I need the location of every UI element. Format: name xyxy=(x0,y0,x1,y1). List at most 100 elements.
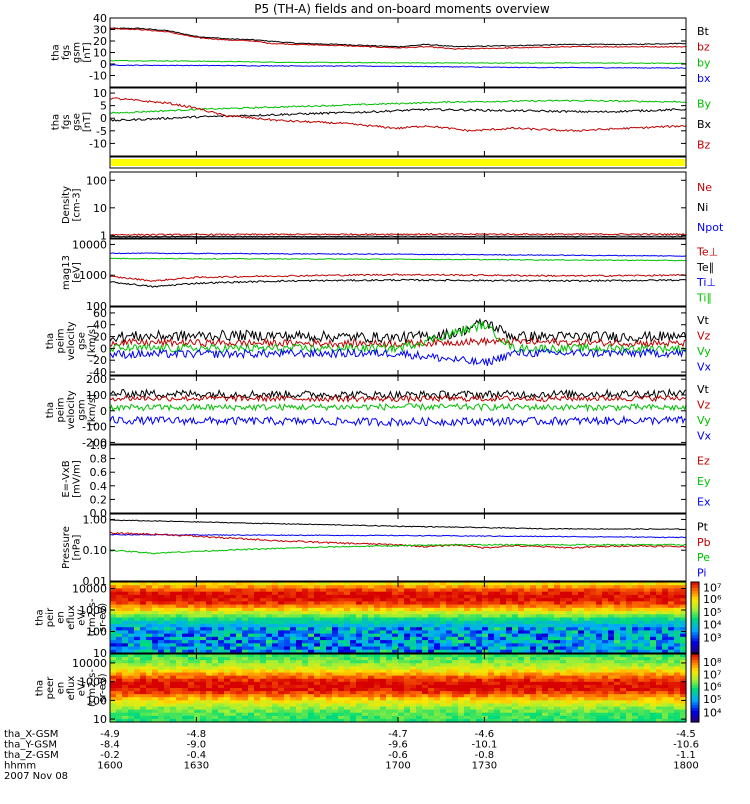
spectrogram-cell xyxy=(602,614,609,619)
spectrogram-cell xyxy=(434,675,441,680)
colorbar-frame xyxy=(690,581,700,654)
spectrogram-cell xyxy=(386,663,393,667)
y-axis-label: peer xyxy=(45,676,56,700)
spectrogram-cell xyxy=(230,688,237,692)
spectrogram-cell xyxy=(572,620,579,625)
spectrogram-cell xyxy=(128,582,135,586)
spectrogram-cell xyxy=(386,604,393,609)
spectrogram-cell xyxy=(668,688,675,692)
spectrogram-cell xyxy=(176,703,183,708)
spectrogram-cell xyxy=(530,706,537,711)
spectrogram-cell xyxy=(428,718,435,723)
spectrogram-cell xyxy=(152,709,159,714)
spectrogram-cell xyxy=(116,604,123,609)
spectrogram-cell xyxy=(236,607,243,612)
spectrogram-cell xyxy=(512,594,519,599)
spectrogram-cell xyxy=(506,678,513,683)
spectrogram-cell xyxy=(620,620,627,625)
spectrogram-cell xyxy=(554,630,561,635)
spectrogram-cell xyxy=(434,666,441,671)
spectrogram-cell xyxy=(284,617,291,622)
spectrogram-cell xyxy=(440,643,447,648)
spectrogram-cell xyxy=(380,649,387,654)
spectrogram-cell xyxy=(464,649,471,654)
legend-label: Ez xyxy=(697,454,710,467)
spectrogram-cell xyxy=(428,601,435,606)
spectrogram-cell xyxy=(566,660,573,664)
spectrogram-cell xyxy=(314,649,321,654)
spectrogram-cell xyxy=(536,706,543,711)
spectrogram-cell xyxy=(266,669,273,674)
spectrogram-cell xyxy=(356,598,363,602)
spectrogram-cell xyxy=(422,672,429,677)
spectrogram-cell xyxy=(650,588,657,593)
spectrogram-cell xyxy=(344,681,351,686)
spectrogram-cell xyxy=(206,660,213,664)
spectrogram-cell xyxy=(410,623,417,628)
spectrogram-cell xyxy=(224,663,231,667)
spectrogram-cell xyxy=(596,706,603,711)
spectrogram-cell xyxy=(518,611,525,615)
spectrogram-cell xyxy=(554,694,561,698)
spectrogram-cell xyxy=(410,709,417,714)
colorbar-cell xyxy=(691,679,699,683)
spectrogram-cell xyxy=(536,700,543,705)
spectrogram-cell xyxy=(380,688,387,692)
spectrogram-cell xyxy=(578,697,585,701)
spectrogram-cell xyxy=(332,678,339,683)
spectrogram-cell xyxy=(374,611,381,615)
spectrogram-cell xyxy=(566,718,573,723)
spectrogram-cell xyxy=(392,663,399,667)
spectrogram-cell xyxy=(128,640,135,644)
spectrogram-cell xyxy=(518,585,525,590)
y-tick-label: 10000 xyxy=(72,582,107,595)
spectrogram-cell xyxy=(224,630,231,635)
spectrogram-cell xyxy=(386,678,393,683)
spectrogram-cell xyxy=(218,697,225,701)
spectrogram-cell xyxy=(488,681,495,686)
spectrogram-cell xyxy=(458,598,465,602)
spectrogram-cell xyxy=(254,585,261,590)
spectrogram-cell xyxy=(416,627,423,632)
spectrogram-cell xyxy=(194,678,201,683)
spectrogram-cell xyxy=(152,666,159,671)
spectrogram-cell xyxy=(140,681,147,686)
spectrogram-cell xyxy=(482,649,489,654)
spectrogram-cell xyxy=(578,627,585,632)
spectrogram-cell xyxy=(182,594,189,599)
spectrogram-cell xyxy=(116,598,123,602)
spectrogram-cell xyxy=(458,591,465,596)
spectrogram-cell xyxy=(374,643,381,648)
spectrogram-cell xyxy=(464,672,471,677)
spectrogram-cell xyxy=(320,601,327,606)
spectrogram-cell xyxy=(656,697,663,701)
spectrogram-cell xyxy=(644,675,651,680)
spectrogram-cell xyxy=(554,636,561,641)
spectrogram-cell xyxy=(470,666,477,671)
spectrogram-cell xyxy=(188,594,195,599)
spectrogram-cell xyxy=(302,617,309,622)
spectrogram-cell xyxy=(608,611,615,615)
spectrogram-cell xyxy=(218,607,225,612)
spectrogram-cell xyxy=(170,633,177,638)
spectrogram-cell xyxy=(224,657,231,661)
spectrogram-cell xyxy=(308,691,315,695)
spectrogram-cell xyxy=(254,672,261,677)
spectrogram-cell xyxy=(224,643,231,648)
spectrogram-cell xyxy=(146,607,153,612)
spectrogram-cell xyxy=(146,588,153,593)
y-tick-label: 100 xyxy=(86,174,107,187)
spectrogram-cell xyxy=(548,675,555,680)
spectrogram-cell xyxy=(374,675,381,680)
spectrogram-cell xyxy=(584,691,591,695)
spectrogram-cell xyxy=(404,598,411,602)
spectrogram-cell xyxy=(548,663,555,667)
spectrogram-cell xyxy=(614,715,621,720)
spectrogram-cell xyxy=(620,712,627,717)
spectrogram-cell xyxy=(602,617,609,622)
spectrogram-cell xyxy=(638,657,645,661)
spectrogram-cell xyxy=(332,611,339,615)
spectrogram-cell xyxy=(158,666,165,671)
spectrogram-cell xyxy=(518,640,525,644)
